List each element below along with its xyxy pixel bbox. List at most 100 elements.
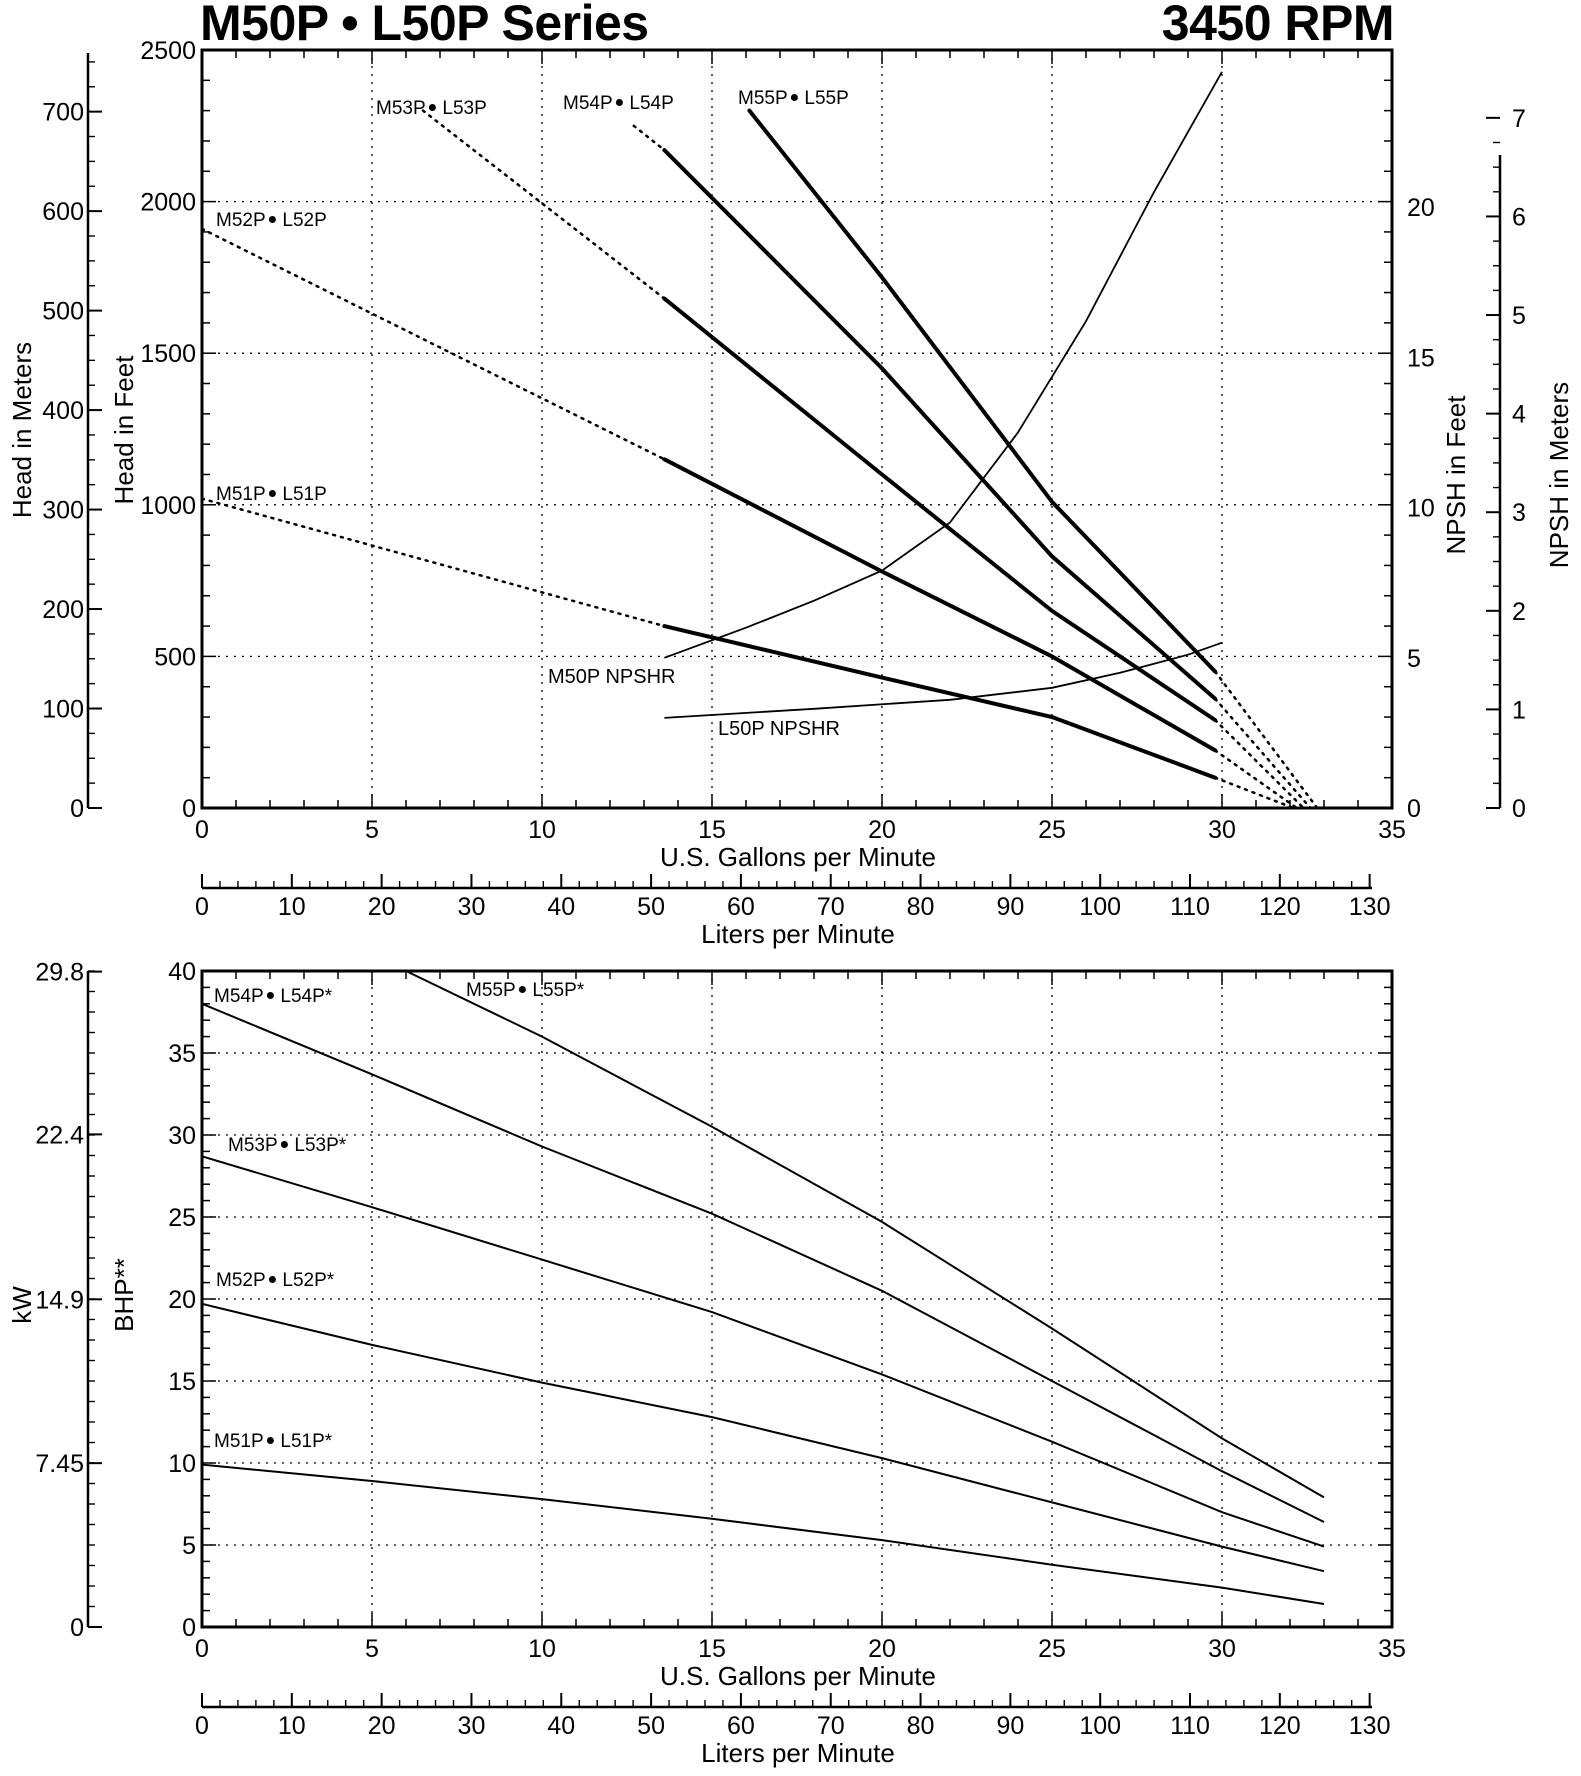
kw-tick-label: 0 bbox=[70, 1614, 84, 1642]
head-lpm-tick-label: 30 bbox=[458, 893, 486, 921]
label-m51p-text: M51P bbox=[216, 484, 266, 505]
head-lpm-tick-label: 110 bbox=[1170, 893, 1210, 921]
bhp-x-tick-label: 20 bbox=[868, 1635, 896, 1663]
kw-tick-label: 14.9 bbox=[35, 1286, 84, 1314]
head-curve-3-dotted-end bbox=[1213, 718, 1305, 810]
npsh-meters-tick-label: 1 bbox=[1512, 696, 1526, 724]
npsh-meters-axis-label: NPSH in Meters bbox=[1544, 382, 1574, 568]
head-feet-axis-label: Head in Feet bbox=[109, 355, 139, 505]
npsh-feet-tick-label: 10 bbox=[1407, 495, 1435, 523]
bhp-tick-label: 20 bbox=[168, 1286, 196, 1314]
head-lpm-tick-label: 20 bbox=[368, 893, 396, 921]
bhp-lpm-tick-label: 110 bbox=[1170, 1712, 1210, 1740]
bhp-curve-2 bbox=[202, 1302, 1325, 1573]
bhp-lpm-tick-label: 30 bbox=[458, 1712, 486, 1740]
bhp-tick-label: 35 bbox=[168, 1040, 196, 1068]
bhp-tick-label: 10 bbox=[168, 1450, 196, 1478]
bhp-label-m54p-text2: L54P* bbox=[280, 986, 332, 1007]
head-curve-4-dotted-start bbox=[632, 124, 666, 152]
bhp-lpm-tick-label: 60 bbox=[727, 1712, 755, 1740]
bhp-lpm-tick-label: 90 bbox=[996, 1712, 1024, 1740]
head-feet-tick-label: 2000 bbox=[140, 189, 196, 217]
head-x-tick-label: 35 bbox=[1378, 816, 1406, 844]
head-lpm-tick-label: 40 bbox=[547, 893, 575, 921]
bhp-tick-label: 25 bbox=[168, 1204, 196, 1232]
bhp-x-tick-label: 0 bbox=[195, 1635, 209, 1663]
rpm-label: 3450 RPM bbox=[1161, 0, 1395, 51]
head-x-tick-label: 20 bbox=[868, 816, 896, 844]
bhp-lpm-axis-label: Liters per Minute bbox=[701, 1738, 895, 1768]
npsh-meters-tick-label: 6 bbox=[1512, 203, 1526, 231]
label-m55p-dot bbox=[790, 94, 798, 101]
head-feet-tick-label: 1500 bbox=[140, 340, 196, 368]
npsh-feet-tick-label: 5 bbox=[1407, 645, 1421, 673]
kw-axis-label: kW bbox=[7, 1286, 37, 1324]
bhp-label-m54p-dot bbox=[266, 992, 274, 999]
bhp-tick-label: 15 bbox=[168, 1368, 196, 1396]
kw-tick-label: 7.45 bbox=[35, 1450, 84, 1478]
npsh-meters-tick-label: 3 bbox=[1512, 499, 1526, 527]
bhp-label-m53p-text2: L53P* bbox=[294, 1135, 346, 1156]
npsh-meters-tick-label: 4 bbox=[1512, 401, 1526, 429]
bhp-x-tick-label: 25 bbox=[1038, 1635, 1066, 1663]
label-m52p-text: M52P bbox=[216, 210, 266, 231]
head-meters-tick-label: 700 bbox=[42, 99, 84, 127]
bhp-tick-label: 30 bbox=[168, 1122, 196, 1150]
bhp-label-m51p-text2: L51P* bbox=[280, 1431, 332, 1452]
head-meters-tick-label: 600 bbox=[42, 198, 84, 226]
bhp-lpm-tick-label: 70 bbox=[817, 1712, 845, 1740]
head-meters-tick-label: 200 bbox=[42, 596, 84, 624]
npsh-feet-tick-label: 0 bbox=[1407, 795, 1421, 823]
npsh-meters-tick-label: 7 bbox=[1512, 105, 1526, 133]
bhp-tick-label: 40 bbox=[168, 958, 196, 986]
bhp-curve-1 bbox=[202, 1463, 1325, 1605]
head-curve-3-solid bbox=[662, 296, 1218, 723]
head-x-axis-label: U.S. Gallons per Minute bbox=[660, 842, 936, 872]
label-l50p-npshr: L50P NPSHR bbox=[718, 718, 840, 740]
head-x-tick-label: 0 bbox=[195, 816, 209, 844]
head-lpm-tick-label: 130 bbox=[1349, 893, 1391, 921]
bhp-x-tick-label: 30 bbox=[1208, 1635, 1236, 1663]
head-meters-tick-label: 400 bbox=[42, 397, 84, 425]
label-m53p-dot bbox=[428, 104, 436, 111]
bhp-tick-label: 0 bbox=[182, 1614, 196, 1642]
kw-tick-label: 29.8 bbox=[35, 959, 84, 987]
bhp-label-m52p-text2: L52P* bbox=[282, 1270, 334, 1291]
head-feet-tick-label: 1000 bbox=[140, 492, 196, 520]
bhp-label-m51p-dot bbox=[266, 1437, 274, 1444]
head-lpm-tick-label: 60 bbox=[727, 893, 755, 921]
bhp-lpm-tick-label: 100 bbox=[1079, 1712, 1121, 1740]
head-meters-tick-label: 100 bbox=[42, 696, 84, 724]
head-curve-4-dotted-end bbox=[1213, 697, 1312, 810]
bhp-curve-4 bbox=[202, 1002, 1325, 1523]
npsh-meters-tick-label: 2 bbox=[1512, 598, 1526, 626]
bhp-axis-label: BHP** bbox=[109, 1258, 139, 1332]
head-x-tick-label: 25 bbox=[1038, 816, 1066, 844]
label-m53p-text: M53P bbox=[376, 98, 426, 119]
bhp-x-tick-label: 35 bbox=[1378, 1635, 1406, 1663]
label-m51p-text2: L51P bbox=[282, 484, 326, 505]
head-feet-tick-label: 500 bbox=[154, 643, 196, 671]
head-lpm-tick-label: 120 bbox=[1259, 893, 1301, 921]
bhp-label-m52p-dot bbox=[268, 1276, 276, 1283]
head-x-tick-label: 30 bbox=[1208, 816, 1236, 844]
head-lpm-tick-label: 100 bbox=[1079, 893, 1121, 921]
npsh-meters-tick-label: 0 bbox=[1512, 795, 1526, 823]
kw-tick-label: 22.4 bbox=[35, 1121, 84, 1149]
head-curve-5-solid bbox=[747, 108, 1218, 674]
bhp-label-m55p-dot bbox=[518, 986, 526, 993]
bhp-lpm-tick-label: 50 bbox=[637, 1712, 665, 1740]
head-curve-1-dotted-end bbox=[1213, 776, 1295, 810]
head-lpm-tick-label: 10 bbox=[278, 893, 306, 921]
head-curve-2-solid bbox=[662, 457, 1218, 753]
bhp-label-m54p-text: M54P bbox=[214, 986, 264, 1007]
head-curve-1-dotted-start bbox=[200, 497, 666, 628]
head-lpm-tick-label: 0 bbox=[195, 893, 209, 921]
head-lpm-tick-label: 70 bbox=[817, 893, 845, 921]
bhp-x-tick-label: 10 bbox=[528, 1635, 556, 1663]
npshr-curve-5 bbox=[664, 71, 1223, 659]
head-lpm-tick-label: 80 bbox=[907, 893, 935, 921]
npsh-meters-tick-label: 5 bbox=[1512, 302, 1526, 330]
bhp-lpm-tick-label: 80 bbox=[907, 1712, 935, 1740]
